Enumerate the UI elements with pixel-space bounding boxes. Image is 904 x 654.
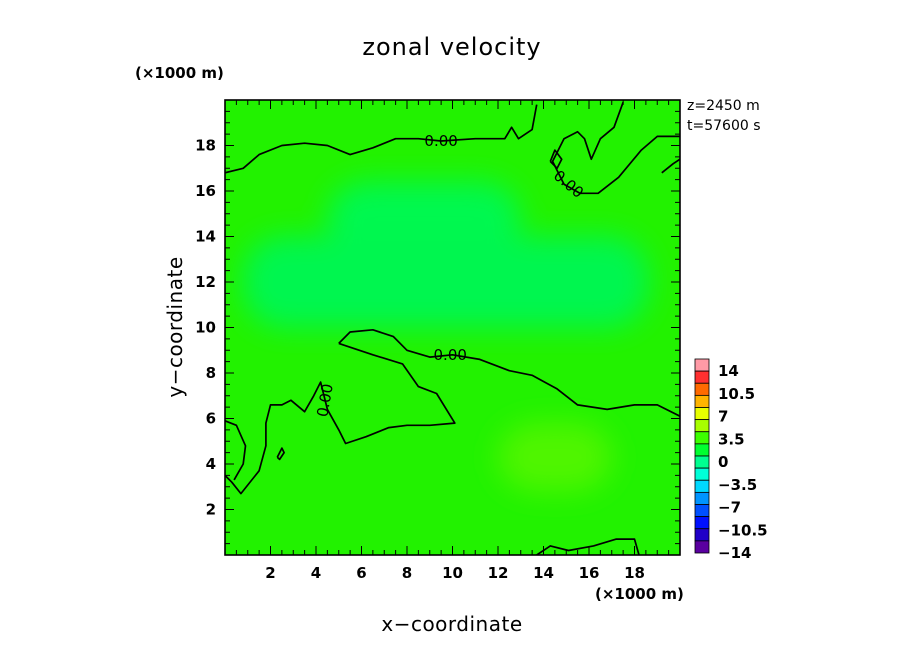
colorbar-label: 14 xyxy=(718,362,739,380)
y-tick-label: 4 xyxy=(206,455,216,473)
colorbar-swatch xyxy=(694,443,710,457)
colorbar-label: 3.5 xyxy=(718,430,745,448)
contour-line xyxy=(225,342,456,495)
x-tick-label: 2 xyxy=(265,564,275,582)
x-axis-unit: (×1000 m) xyxy=(595,585,684,603)
contour-line xyxy=(551,102,680,195)
contour-line xyxy=(661,158,680,174)
colorbar-swatch xyxy=(694,540,710,554)
colorbar-label: −7 xyxy=(718,499,741,517)
contour-line xyxy=(225,104,538,174)
colorbar-swatch xyxy=(694,382,710,396)
contour-line xyxy=(549,149,563,170)
colorbar-swatch xyxy=(694,407,710,421)
x-tick-label: 14 xyxy=(533,564,554,582)
colorbar-swatch xyxy=(694,394,710,408)
colorbar-label: 0 xyxy=(718,453,728,471)
contour-label: 0.00 xyxy=(434,346,467,364)
contour-line xyxy=(276,447,285,461)
y-tick-label: 6 xyxy=(206,410,216,428)
y-tick-label: 8 xyxy=(206,364,216,382)
info-height: z=2450 m xyxy=(687,98,760,114)
x-tick-label: 18 xyxy=(624,564,645,582)
colorbar-label: 10.5 xyxy=(718,385,755,403)
y-tick-label: 18 xyxy=(195,137,216,155)
colorbar-label: −14 xyxy=(718,544,751,562)
colorbar-swatch xyxy=(694,455,710,469)
y-tick-label: 16 xyxy=(195,182,216,200)
colorbar-swatch xyxy=(694,479,710,493)
y-tick-label: 2 xyxy=(206,501,216,519)
contour-line xyxy=(338,328,680,417)
colorbar-label: 7 xyxy=(718,408,728,426)
colorbar-swatch xyxy=(694,370,710,384)
colorbar-swatch xyxy=(694,528,710,542)
contour-label: 0.00 xyxy=(313,382,337,418)
field-band xyxy=(243,236,649,328)
y-tick-label: 14 xyxy=(195,228,216,246)
y-axis-label: y−coordinate xyxy=(163,256,187,397)
y-axis-unit: (×1000 m) xyxy=(135,64,224,82)
y-tick-label: 10 xyxy=(195,319,216,337)
colorbar-label: −3.5 xyxy=(718,476,757,494)
colorbar-swatch xyxy=(694,516,710,530)
x-tick-label: 10 xyxy=(442,564,463,582)
contour-line xyxy=(536,538,640,555)
colorbar-label: −10.5 xyxy=(718,521,768,539)
x-tick-label: 8 xyxy=(402,564,412,582)
field-band xyxy=(498,423,612,492)
colorbar: 14 10.5 7 3.5 0 −3.5 −7 −10.5 −14 xyxy=(694,358,768,562)
contour-line xyxy=(225,420,247,481)
colorbar-swatch xyxy=(694,431,710,445)
colorbar-swatch xyxy=(694,358,710,372)
x-tick-label: 6 xyxy=(356,564,366,582)
colorbar-swatch xyxy=(694,419,710,433)
colorbar-swatch xyxy=(694,467,710,481)
info-time: t=57600 s xyxy=(687,118,761,134)
y-tick-label: 12 xyxy=(195,273,216,291)
x-axis-label: x−coordinate xyxy=(381,612,522,636)
x-tick-label: 4 xyxy=(311,564,321,582)
x-tick-label: 12 xyxy=(488,564,509,582)
x-tick-label: 16 xyxy=(579,564,600,582)
plot-area xyxy=(225,100,680,555)
contour-label: 0.00 xyxy=(424,132,457,150)
chart-title: zonal velocity xyxy=(362,33,541,61)
colorbar-swatch xyxy=(694,491,710,505)
colorbar-swatch xyxy=(694,504,710,518)
